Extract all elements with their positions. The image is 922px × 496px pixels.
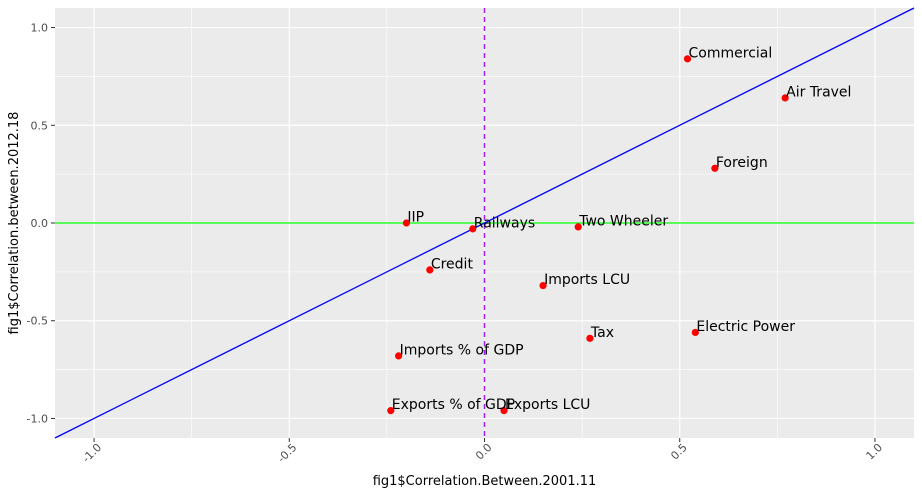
data-point — [586, 334, 594, 342]
y-tick-label: 0.0 — [31, 217, 49, 230]
point-label: Air Travel — [786, 84, 851, 100]
data-point — [500, 407, 508, 415]
data-point — [387, 407, 395, 415]
axis-ticks — [51, 27, 876, 442]
point-label: Electric Power — [696, 319, 795, 335]
point-label: Imports % of GDP — [400, 342, 524, 358]
point-label: Two Wheeler — [578, 213, 668, 229]
data-point — [711, 164, 719, 172]
point-labels: Commercial Air Travel Foreign IIP Railways Tw… — [392, 45, 852, 413]
point-label: Tax — [590, 325, 614, 341]
point-label: Credit — [431, 256, 474, 272]
point-label: Foreign — [716, 155, 768, 171]
data-point — [574, 223, 582, 231]
data-point — [402, 219, 411, 227]
y-axis-title: fig1$Correlation.between.2012.18 — [7, 112, 22, 335]
point-label: Imports LCU — [544, 272, 630, 288]
point-label: Commercial — [689, 45, 773, 61]
data-point — [781, 94, 789, 102]
x-tick-label: -1.0 — [80, 441, 104, 465]
x-axis-title: fig1$Correlation.Between.2001.11 — [373, 474, 597, 489]
y-tick-label: -0.5 — [27, 315, 48, 328]
data-point — [426, 266, 434, 274]
y-tick-label: 1.0 — [31, 22, 49, 35]
diagonal-reference-line — [54, 7, 915, 439]
x-tick-label: -0.5 — [275, 441, 299, 465]
data-point — [469, 225, 477, 233]
x-tick-label: 0.0 — [473, 441, 495, 463]
y-tick-label: -1.0 — [27, 412, 48, 425]
reference-lines — [54, 7, 915, 439]
data-point — [539, 281, 547, 290]
point-label: IIP — [407, 210, 424, 226]
data-point — [691, 328, 699, 337]
y-tick-label: 0.5 — [31, 119, 49, 132]
point-label: Exports % of GDP — [392, 397, 515, 413]
x-tick-label: 1.0 — [864, 441, 886, 463]
x-tick-label: 0.5 — [668, 441, 690, 463]
point-label: Exports LCU — [505, 397, 590, 413]
point-label: Railways — [474, 215, 535, 231]
data-point — [395, 352, 403, 360]
data-point — [683, 55, 692, 63]
x-tick-labels: -1.0 -0.5 0.0 0.5 1.0 — [80, 441, 885, 465]
y-tick-labels: 1.0 0.5 0.0 -0.5 -1.0 — [27, 22, 48, 426]
data-points — [387, 55, 789, 415]
